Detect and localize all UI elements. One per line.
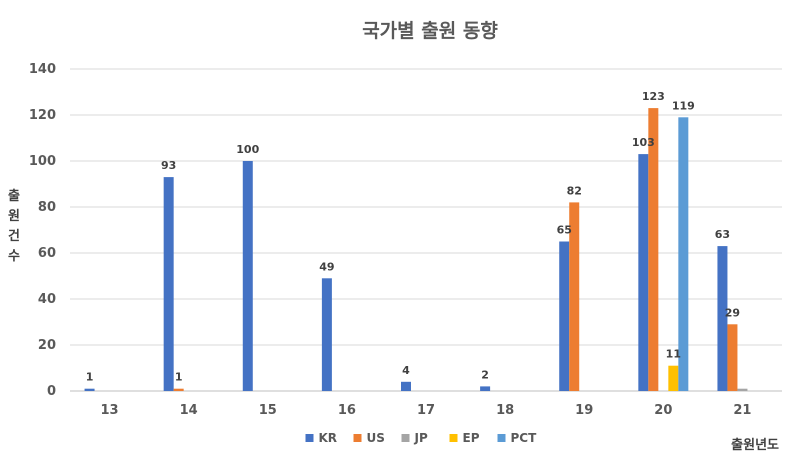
- x-tick-label: 14: [180, 403, 198, 418]
- data-label-us-21: 29: [725, 306, 740, 319]
- x-tick-label: 21: [733, 403, 751, 418]
- legend-label-ep: EP: [463, 431, 480, 445]
- bar-kr-14: [163, 177, 174, 391]
- legend-label-kr: KR: [319, 431, 338, 445]
- x-axis-ticks: 13 14 15 16 17 18 19 20 21: [101, 403, 752, 418]
- legend-swatch-jp: [401, 434, 410, 442]
- bar-us-19: [569, 202, 580, 391]
- data-label-us-20: 123: [642, 90, 665, 103]
- x-tick-label: 18: [496, 403, 514, 418]
- y-tick-label: 20: [38, 338, 56, 353]
- y-tick-label: 140: [29, 62, 56, 77]
- bar-kr-16: [321, 278, 332, 391]
- y-tick-label: 0: [47, 384, 56, 399]
- bar-ep-20: [668, 365, 679, 391]
- y-axis-label-char: 수: [8, 249, 20, 264]
- data-label-kr-18: 2: [481, 368, 489, 381]
- bar-kr-19: [559, 241, 570, 391]
- y-axis-ticks: 0 20 40 60 80 100 120 140: [29, 62, 56, 399]
- bar-us-14: [173, 388, 184, 391]
- y-tick-label: 40: [38, 292, 56, 307]
- legend-swatch-us: [353, 434, 362, 442]
- y-tick-label: 60: [38, 246, 56, 261]
- legend-label-pct: PCT: [511, 431, 538, 445]
- y-axis-label-char: 건: [8, 228, 20, 244]
- y-tick-label: 100: [29, 154, 56, 169]
- bar-kr-13: [84, 388, 95, 391]
- data-label-kr-13: 1: [86, 371, 94, 384]
- y-tick-label: 80: [38, 200, 56, 215]
- bar-pct-20: [678, 117, 689, 392]
- bar-kr-18: [480, 386, 491, 391]
- x-tick-label: 19: [575, 403, 593, 418]
- chart-title: 국가별 출원 동향: [362, 20, 498, 42]
- legend-label-us: US: [367, 431, 385, 445]
- data-labels: 1 93 1 100 49 4 2 65 82 103 123 11 119 63 29: [86, 90, 740, 384]
- bar-kr-15: [242, 161, 253, 391]
- x-tick-label: 15: [259, 403, 277, 418]
- legend-swatch-pct: [497, 434, 506, 442]
- legend-swatch-kr: [305, 434, 314, 442]
- data-label-pct-20: 119: [672, 99, 695, 112]
- data-label-us-14: 1: [175, 371, 183, 384]
- gridlines: [70, 68, 782, 392]
- bar-us-20: [648, 108, 659, 391]
- x-tick-label: 20: [654, 403, 672, 418]
- legend-swatch-ep: [449, 434, 458, 442]
- bar-kr-20: [638, 154, 649, 391]
- data-label-kr-14: 93: [161, 159, 176, 172]
- x-tick-label: 17: [417, 403, 435, 418]
- y-axis-label-char: 원: [8, 209, 20, 224]
- data-label-ep-20: 11: [666, 348, 681, 361]
- y-tick-label: 120: [29, 108, 56, 123]
- data-label-kr-16: 49: [319, 260, 334, 273]
- x-tick-label: 13: [101, 403, 119, 418]
- data-label-us-19: 82: [567, 184, 582, 197]
- data-label-kr-20: 103: [632, 136, 655, 149]
- x-tick-label: 16: [338, 403, 356, 418]
- bar-us-21: [727, 324, 738, 391]
- legend-label-jp: JP: [414, 431, 428, 445]
- data-label-kr-21: 63: [715, 228, 730, 241]
- bars: [84, 108, 748, 392]
- bar-jp-21: [737, 388, 748, 391]
- bar-kr-21: [717, 246, 728, 391]
- data-label-kr-15: 100: [236, 143, 259, 156]
- bar-kr-17: [401, 381, 411, 391]
- data-label-kr-17: 4: [402, 364, 410, 377]
- data-label-kr-19: 65: [557, 224, 572, 237]
- y-axis-label-char: 출: [8, 188, 20, 204]
- x-axis-label: 출원년도: [731, 437, 779, 453]
- legend: KR US JP EP PCT: [305, 431, 538, 445]
